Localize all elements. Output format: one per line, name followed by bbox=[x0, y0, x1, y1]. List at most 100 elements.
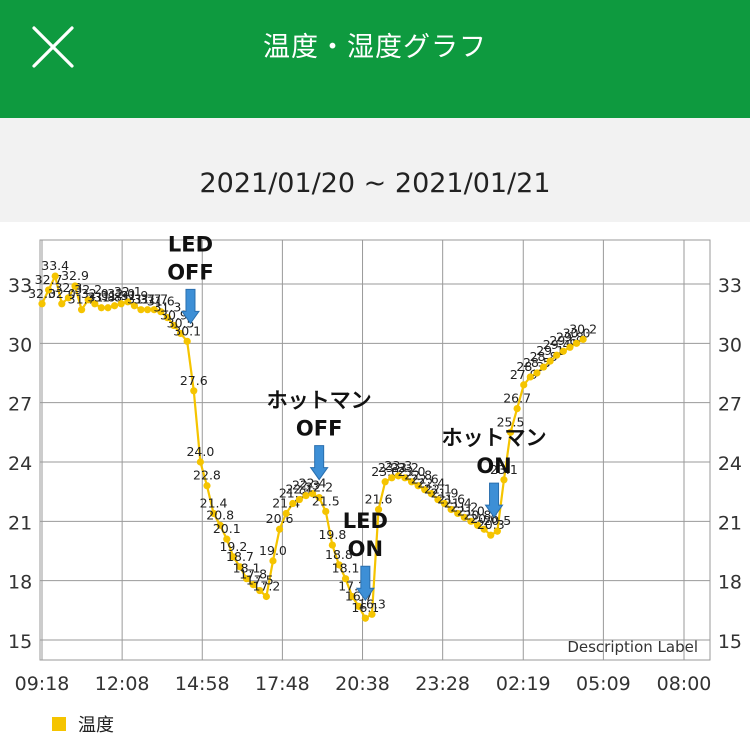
data-label: 31.3 bbox=[153, 300, 181, 315]
close-icon bbox=[32, 26, 74, 68]
data-point bbox=[460, 513, 468, 521]
annotation-text: OFF bbox=[296, 417, 343, 441]
data-label: 21.9 bbox=[431, 486, 459, 501]
data-point bbox=[229, 553, 237, 561]
data-point bbox=[203, 482, 211, 490]
data-point bbox=[520, 381, 528, 389]
data-label: 17.2 bbox=[252, 578, 280, 593]
data-label: 21.4 bbox=[200, 495, 228, 510]
data-point bbox=[361, 614, 369, 622]
y-tick-label-left: 33 bbox=[8, 275, 32, 297]
data-point bbox=[223, 535, 231, 543]
data-point bbox=[427, 490, 435, 498]
data-point bbox=[58, 300, 66, 308]
data-point bbox=[256, 586, 264, 595]
data-point bbox=[368, 610, 376, 618]
data-point bbox=[308, 490, 317, 498]
data-point bbox=[546, 357, 554, 365]
data-label: 30.1 bbox=[173, 323, 201, 338]
data-point bbox=[381, 478, 389, 486]
data-label: 22.6 bbox=[411, 472, 439, 487]
data-label: 21.6 bbox=[365, 491, 393, 506]
data-label: 18.8 bbox=[325, 547, 353, 562]
data-point bbox=[328, 541, 336, 549]
data-point bbox=[388, 474, 396, 482]
data-point bbox=[467, 517, 475, 525]
data-label: 31.7 bbox=[140, 292, 168, 307]
x-tick-label: 20:38 bbox=[335, 673, 390, 695]
data-label: 30.9 bbox=[160, 308, 188, 323]
date-range-label: 2021/01/20 ~ 2021/01/21 bbox=[199, 168, 551, 199]
data-point bbox=[110, 302, 119, 310]
data-label: 23.1 bbox=[490, 462, 518, 477]
arrow-down-icon bbox=[355, 565, 375, 602]
y-tick-label-left: 18 bbox=[8, 572, 32, 594]
data-label: 33.4 bbox=[41, 258, 69, 273]
y-tick-label-right: 24 bbox=[718, 453, 742, 475]
data-point bbox=[289, 499, 297, 508]
y-tick-label-left: 21 bbox=[8, 512, 32, 534]
data-point bbox=[38, 300, 46, 308]
y-tick-label-right: 21 bbox=[718, 512, 742, 534]
data-point bbox=[566, 343, 574, 351]
data-point bbox=[71, 282, 79, 290]
annotation-text: ホットマン bbox=[442, 426, 547, 450]
data-point bbox=[91, 300, 99, 308]
data-label: 18.1 bbox=[332, 561, 360, 576]
annotation-text: ON bbox=[476, 454, 511, 478]
data-point bbox=[170, 321, 178, 330]
date-range-band bbox=[0, 118, 750, 222]
data-point bbox=[493, 527, 501, 535]
data-point bbox=[84, 296, 92, 304]
data-point bbox=[506, 428, 515, 436]
y-tick-label-right: 27 bbox=[718, 394, 742, 416]
annotation-text: OFF bbox=[167, 260, 214, 284]
chart-canvas: 33 33 30 30 27 27 24 24 21 21 18 18 15 15 09:18 12:08 14… bbox=[8, 232, 742, 736]
close-button[interactable] bbox=[24, 20, 80, 76]
data-label: 26.7 bbox=[503, 391, 531, 406]
x-tick-label: 02:19 bbox=[496, 673, 551, 695]
data-point bbox=[440, 499, 449, 508]
data-label: 23.3 bbox=[384, 458, 412, 473]
data-point bbox=[209, 509, 218, 518]
data-label: 19.2 bbox=[219, 539, 247, 554]
data-label: 27.6 bbox=[180, 373, 208, 388]
y-tick-label-left: 27 bbox=[8, 394, 32, 416]
data-label: 18.1 bbox=[233, 561, 261, 576]
data-point bbox=[143, 306, 152, 314]
data-point bbox=[341, 575, 350, 583]
data-point bbox=[553, 351, 561, 359]
data-point bbox=[275, 525, 284, 533]
data-point bbox=[282, 509, 290, 518]
legend-label: 温度 bbox=[78, 715, 114, 736]
y-tick-label-right: 18 bbox=[718, 572, 742, 594]
data-label: 20.8 bbox=[464, 507, 492, 522]
data-point bbox=[355, 602, 363, 610]
x-tick-label: 09:18 bbox=[15, 673, 70, 695]
data-point bbox=[322, 507, 330, 516]
data-point bbox=[183, 337, 191, 345]
data-point bbox=[124, 298, 132, 306]
data-label: 22.3 bbox=[292, 478, 320, 493]
data-label: 31.7 bbox=[127, 292, 155, 307]
data-point bbox=[473, 521, 482, 529]
data-point bbox=[64, 294, 72, 302]
data-point bbox=[454, 509, 462, 518]
description-label: Description Label bbox=[567, 638, 698, 656]
data-point bbox=[526, 373, 534, 381]
data-label: 30.2 bbox=[569, 321, 597, 336]
data-point bbox=[315, 494, 323, 502]
data-label: 20.6 bbox=[470, 511, 498, 526]
data-point bbox=[480, 525, 488, 533]
data-point bbox=[295, 495, 303, 504]
data-label: 31.9 bbox=[101, 288, 129, 303]
data-label: 32.0 bbox=[81, 286, 109, 301]
data-point bbox=[414, 482, 422, 490]
annotation-text: ON bbox=[348, 537, 383, 561]
data-label: 22.1 bbox=[424, 482, 452, 497]
data-point bbox=[104, 304, 112, 312]
y-tick-label-right: 33 bbox=[718, 275, 742, 297]
data-label: 16.3 bbox=[358, 596, 386, 611]
data-point bbox=[500, 476, 508, 484]
y-tick-label-left: 24 bbox=[8, 453, 32, 475]
